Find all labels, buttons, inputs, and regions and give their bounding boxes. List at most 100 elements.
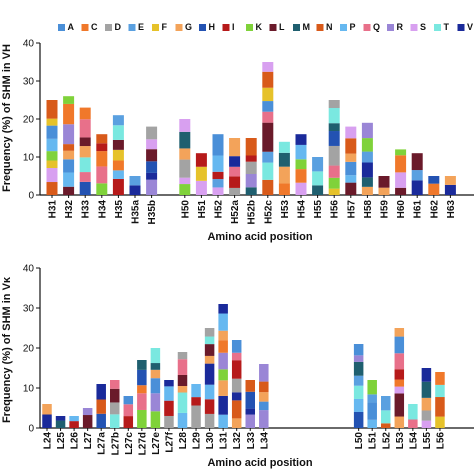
- legend-item-e: E: [128, 22, 144, 32]
- bar-segment: [63, 150, 75, 160]
- bar-h54: [295, 134, 307, 195]
- bar-segment: [361, 177, 373, 187]
- legend-label: F: [162, 22, 168, 32]
- x-tick-label: L27f: [164, 431, 175, 452]
- bar-segment: [394, 369, 405, 380]
- x-axis-label: Amino acid position: [207, 457, 312, 469]
- bar-segment: [262, 179, 274, 195]
- bar-segment: [328, 131, 340, 146]
- x-tick-label: H32: [64, 200, 75, 219]
- y-tick-label: 30: [23, 304, 35, 315]
- y-tick-label: 40: [23, 39, 35, 50]
- bar-segment: [150, 411, 161, 428]
- bar-segment: [444, 176, 456, 185]
- bar-segment: [278, 141, 290, 153]
- x-tick-label: L28: [178, 432, 189, 450]
- legend-item-r: R: [387, 22, 404, 32]
- bar-segment: [204, 344, 215, 356]
- bar-segment: [63, 172, 75, 187]
- bar-h34: [96, 134, 108, 195]
- legend-item-t: T: [434, 22, 450, 32]
- bar-segment: [204, 355, 215, 364]
- bar-segment: [55, 416, 66, 421]
- legend-label: Q: [373, 22, 380, 32]
- bar-segment: [421, 420, 432, 428]
- bar-segment: [345, 138, 357, 154]
- bar-segment: [394, 328, 405, 337]
- x-tick-label: L27d: [137, 432, 148, 455]
- x-tick-label: H52b: [247, 200, 258, 224]
- bar-segment: [177, 386, 188, 393]
- bar-segment: [395, 149, 407, 156]
- bar-segment: [435, 397, 445, 417]
- bar-segment: [79, 119, 91, 138]
- x-tick-label: H58: [363, 200, 374, 219]
- legend-item-v: V: [457, 22, 473, 32]
- bar-segment: [82, 408, 93, 416]
- bar-l29: [191, 384, 201, 428]
- bar-segment: [245, 138, 257, 156]
- bar-segment: [96, 134, 108, 144]
- legend-swatch: [269, 24, 277, 31]
- bar-h35: [112, 115, 124, 195]
- y-tick-label: 10: [23, 384, 35, 395]
- bar-l27c: [123, 396, 134, 428]
- vk-chart: 0 10 20 30 40 Frequency (%) of SHM in Vκ Amino…: [1, 264, 474, 469]
- bar-segment: [345, 161, 357, 176]
- bar-segment: [218, 330, 228, 341]
- legend-item-p: P: [340, 22, 356, 32]
- bar-segment: [353, 361, 364, 376]
- bar-segment: [394, 336, 405, 354]
- bar-h56: [328, 100, 340, 195]
- bar-segment: [245, 187, 257, 195]
- bar-segment: [259, 364, 269, 382]
- x-tick-label: H60: [396, 200, 407, 219]
- bar-l28: [177, 352, 188, 428]
- bar-segment: [381, 423, 391, 428]
- bar-l30: [204, 328, 215, 428]
- y-axis-label: Frequency (%) of SHM in VH: [1, 44, 13, 192]
- bar-segment: [123, 404, 134, 417]
- legend-swatch: [410, 24, 418, 31]
- x-tick-label: L31: [219, 432, 230, 450]
- legend-label: V: [467, 22, 473, 32]
- bar-segment: [361, 151, 373, 163]
- bar-h52a: [229, 138, 241, 195]
- bar-segment: [245, 174, 257, 188]
- bar-l55: [421, 368, 432, 428]
- bar-segment: [435, 372, 445, 385]
- x-tick-label: L54: [408, 432, 419, 450]
- x-axis-label: Amino acid position: [207, 231, 312, 243]
- bar-h53: [278, 141, 290, 195]
- bar-segment: [212, 134, 224, 156]
- bar-segment: [328, 100, 340, 109]
- bar-segment: [179, 184, 191, 195]
- bar-segment: [361, 186, 373, 195]
- bar-h61: [411, 153, 423, 195]
- bar-segment: [245, 155, 257, 162]
- bar-segment: [408, 419, 418, 428]
- y-tick-label: 20: [23, 344, 35, 355]
- x-tick-label: H54: [297, 200, 308, 219]
- legend-swatch: [81, 24, 89, 31]
- bar-segment: [146, 126, 158, 140]
- legend-item-d: D: [105, 22, 122, 32]
- legend-swatch: [199, 24, 206, 31]
- legend-label: M: [303, 22, 311, 32]
- legend-swatch: [175, 24, 183, 31]
- bar-segment: [63, 144, 75, 151]
- x-tick-label: H33: [81, 200, 92, 219]
- bar-segment: [229, 156, 241, 167]
- bar-segment: [63, 124, 75, 145]
- x-tick-label: L51: [368, 432, 379, 450]
- bar-segment: [112, 178, 124, 195]
- bar-segment: [353, 385, 364, 399]
- legend-swatch: [387, 24, 394, 31]
- bar-segment: [218, 352, 228, 370]
- x-tick-label: H35b: [147, 200, 158, 224]
- x-tick-label: L33: [246, 432, 257, 450]
- bar-h63: [444, 176, 456, 195]
- bar-l26: [69, 416, 79, 428]
- legend-label: L: [279, 22, 285, 32]
- bar-l34: [259, 364, 269, 428]
